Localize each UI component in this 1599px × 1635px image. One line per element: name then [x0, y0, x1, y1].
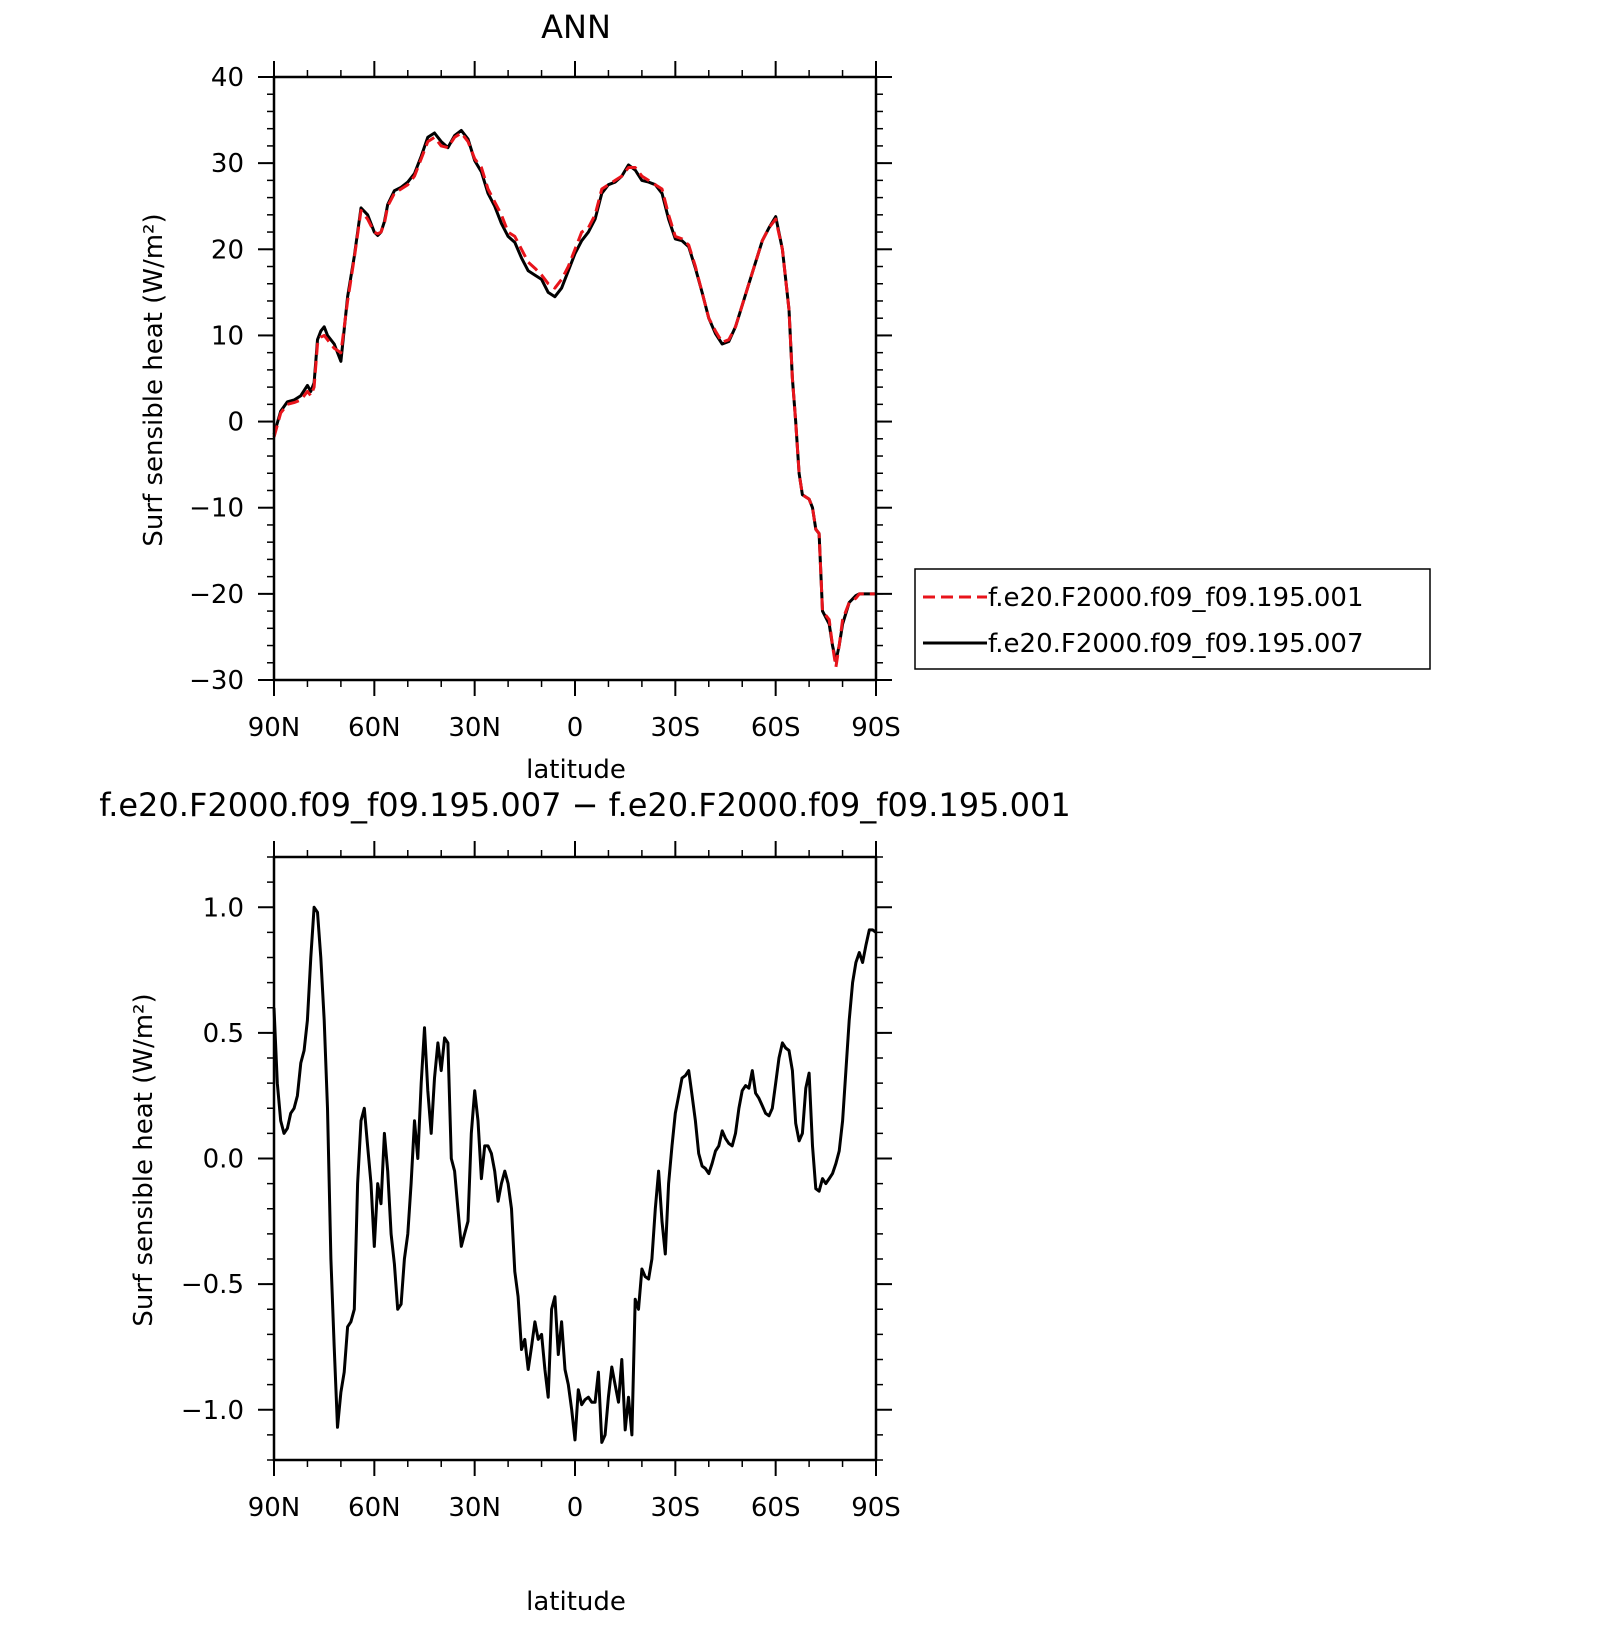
y-tick-label: −0.5	[181, 1270, 244, 1300]
x-tick-label: 90S	[851, 713, 901, 743]
x-axis-label: latitude	[526, 1587, 626, 1617]
x-tick-label: 60S	[751, 713, 801, 743]
y-tick-labels: 40 30 20 10 0 −10 −20 −30	[189, 63, 244, 696]
x-tick-label: 0	[567, 1493, 584, 1523]
panel-difference: f.e20.F2000.f09_f09.195.007 − f.e20.F200…	[99, 786, 1071, 1617]
x-tick-label: 30N	[448, 713, 501, 743]
x-tick-label: 90N	[248, 713, 301, 743]
x-tick-label: 90S	[851, 1493, 901, 1523]
x-tick-labels: 90N 60N 30N 0 30S 60S 90S	[248, 713, 901, 743]
y-tick-labels: 1.0 0.5 0.0 −0.5 −1.0	[181, 893, 244, 1426]
y-tick-label: 40	[211, 63, 244, 93]
y-tick-label: 1.0	[203, 893, 244, 923]
legend: f.e20.F2000.f09_f09.195.001 f.e20.F2000.…	[914, 568, 1431, 670]
y-tick-label: 20	[211, 235, 244, 265]
series-lines	[272, 905, 877, 1444]
series-line-0	[272, 131, 876, 669]
x-tick-label: 30N	[448, 1493, 501, 1523]
x-axis-label: latitude	[526, 755, 626, 785]
x-tick-label: 60S	[751, 1493, 801, 1523]
legend-label-007: f.e20.F2000.f09_f09.195.007	[988, 629, 1364, 659]
y-tick-label: 0.5	[203, 1019, 244, 1049]
chart-title: ANN	[541, 8, 611, 46]
legend-label-001: f.e20.F2000.f09_f09.195.001	[988, 583, 1364, 613]
y-tick-label: −20	[189, 580, 244, 610]
x-tick-label: 0	[567, 713, 584, 743]
x-tick-label: 30S	[651, 1493, 701, 1523]
y-tick-label: 10	[211, 321, 244, 351]
y-tick-label: −30	[189, 666, 244, 696]
y-tick-label: −10	[189, 494, 244, 524]
series-line-1	[272, 128, 876, 663]
series-lines	[272, 128, 876, 669]
y-tick-label: 30	[211, 149, 244, 179]
x-tick-label: 30S	[651, 713, 701, 743]
y-tick-label: 0	[227, 408, 244, 438]
x-tick-label: 90N	[248, 1493, 301, 1523]
y-axis-label: Surf sensible heat (W/m²)	[129, 993, 159, 1326]
plot-frame	[272, 855, 878, 1462]
tick-marks	[258, 841, 892, 1476]
plot-frame	[272, 75, 878, 682]
y-tick-label: 0.0	[203, 1145, 244, 1175]
x-tick-labels: 90N 60N 30N 0 30S 60S 90S	[248, 1493, 901, 1523]
series-line-0	[272, 905, 877, 1444]
legend-box	[914, 568, 1431, 670]
y-tick-label: −1.0	[181, 1396, 244, 1426]
y-axis-label: Surf sensible heat (W/m²)	[139, 213, 169, 546]
chart-title: f.e20.F2000.f09_f09.195.007 − f.e20.F200…	[99, 786, 1071, 824]
x-tick-label: 60N	[348, 1493, 401, 1523]
tick-marks	[258, 61, 892, 696]
x-tick-label: 60N	[348, 713, 401, 743]
